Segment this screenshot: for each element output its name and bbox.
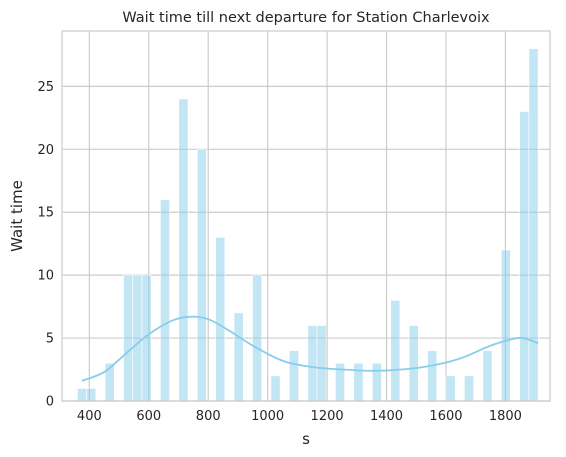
histogram-bar xyxy=(178,98,189,402)
histogram-bar xyxy=(86,388,97,402)
histogram-bar xyxy=(215,237,226,402)
plot-frame xyxy=(61,30,551,402)
y-tick-label: 20 xyxy=(37,143,54,158)
x-tick-label: 400 xyxy=(77,409,102,424)
x-tick-label: 1400 xyxy=(370,409,403,424)
x-tick-label: 1600 xyxy=(429,409,462,424)
histogram-bar xyxy=(316,325,327,402)
histogram-bar xyxy=(307,325,318,402)
x-axis-label: s xyxy=(302,430,310,448)
histogram-bar xyxy=(528,48,539,402)
histogram-bar xyxy=(353,362,364,402)
histogram-bar xyxy=(252,274,263,402)
histogram-bar xyxy=(408,325,419,402)
histogram-bar xyxy=(196,148,207,402)
histogram-bar xyxy=(123,274,134,402)
histogram-bar xyxy=(427,350,438,402)
bars-group xyxy=(77,48,539,402)
kde-curve xyxy=(81,315,539,382)
histogram-bar xyxy=(132,274,143,402)
x-tick-label: 1000 xyxy=(251,409,284,424)
histogram-bar xyxy=(289,350,299,402)
histogram-bar xyxy=(464,375,474,402)
x-tick-label: 1800 xyxy=(489,409,522,424)
y-tick-label: 10 xyxy=(37,269,54,284)
histogram-bar xyxy=(371,362,382,402)
y-tick-label: 5 xyxy=(46,332,54,347)
chart-title: Wait time till next departure for Statio… xyxy=(122,10,490,26)
histogram-bar xyxy=(445,375,456,402)
x-tick-labels: 400 600 800 1000 1200 1400 1600 1800 xyxy=(77,409,522,424)
y-tick-label: 25 xyxy=(37,80,54,95)
histogram-bar xyxy=(233,312,244,402)
histogram-bar xyxy=(160,199,170,402)
histogram-bar xyxy=(482,350,493,402)
y-tick-labels: 0 5 10 15 20 25 xyxy=(37,80,54,410)
x-tick-label: 1200 xyxy=(311,409,344,424)
y-tick-label: 15 xyxy=(37,206,54,221)
histogram-bar xyxy=(500,249,511,402)
histogram-bar xyxy=(77,388,87,402)
x-tick-label: 800 xyxy=(196,409,221,424)
histogram-bar xyxy=(519,111,530,402)
histogram-bar xyxy=(390,300,401,402)
y-tick-label: 0 xyxy=(46,395,54,410)
x-tick-label: 600 xyxy=(136,409,161,424)
y-axis-label: Wait time xyxy=(8,180,26,252)
histogram-bar xyxy=(270,375,281,402)
kde-curve-group xyxy=(81,315,539,382)
